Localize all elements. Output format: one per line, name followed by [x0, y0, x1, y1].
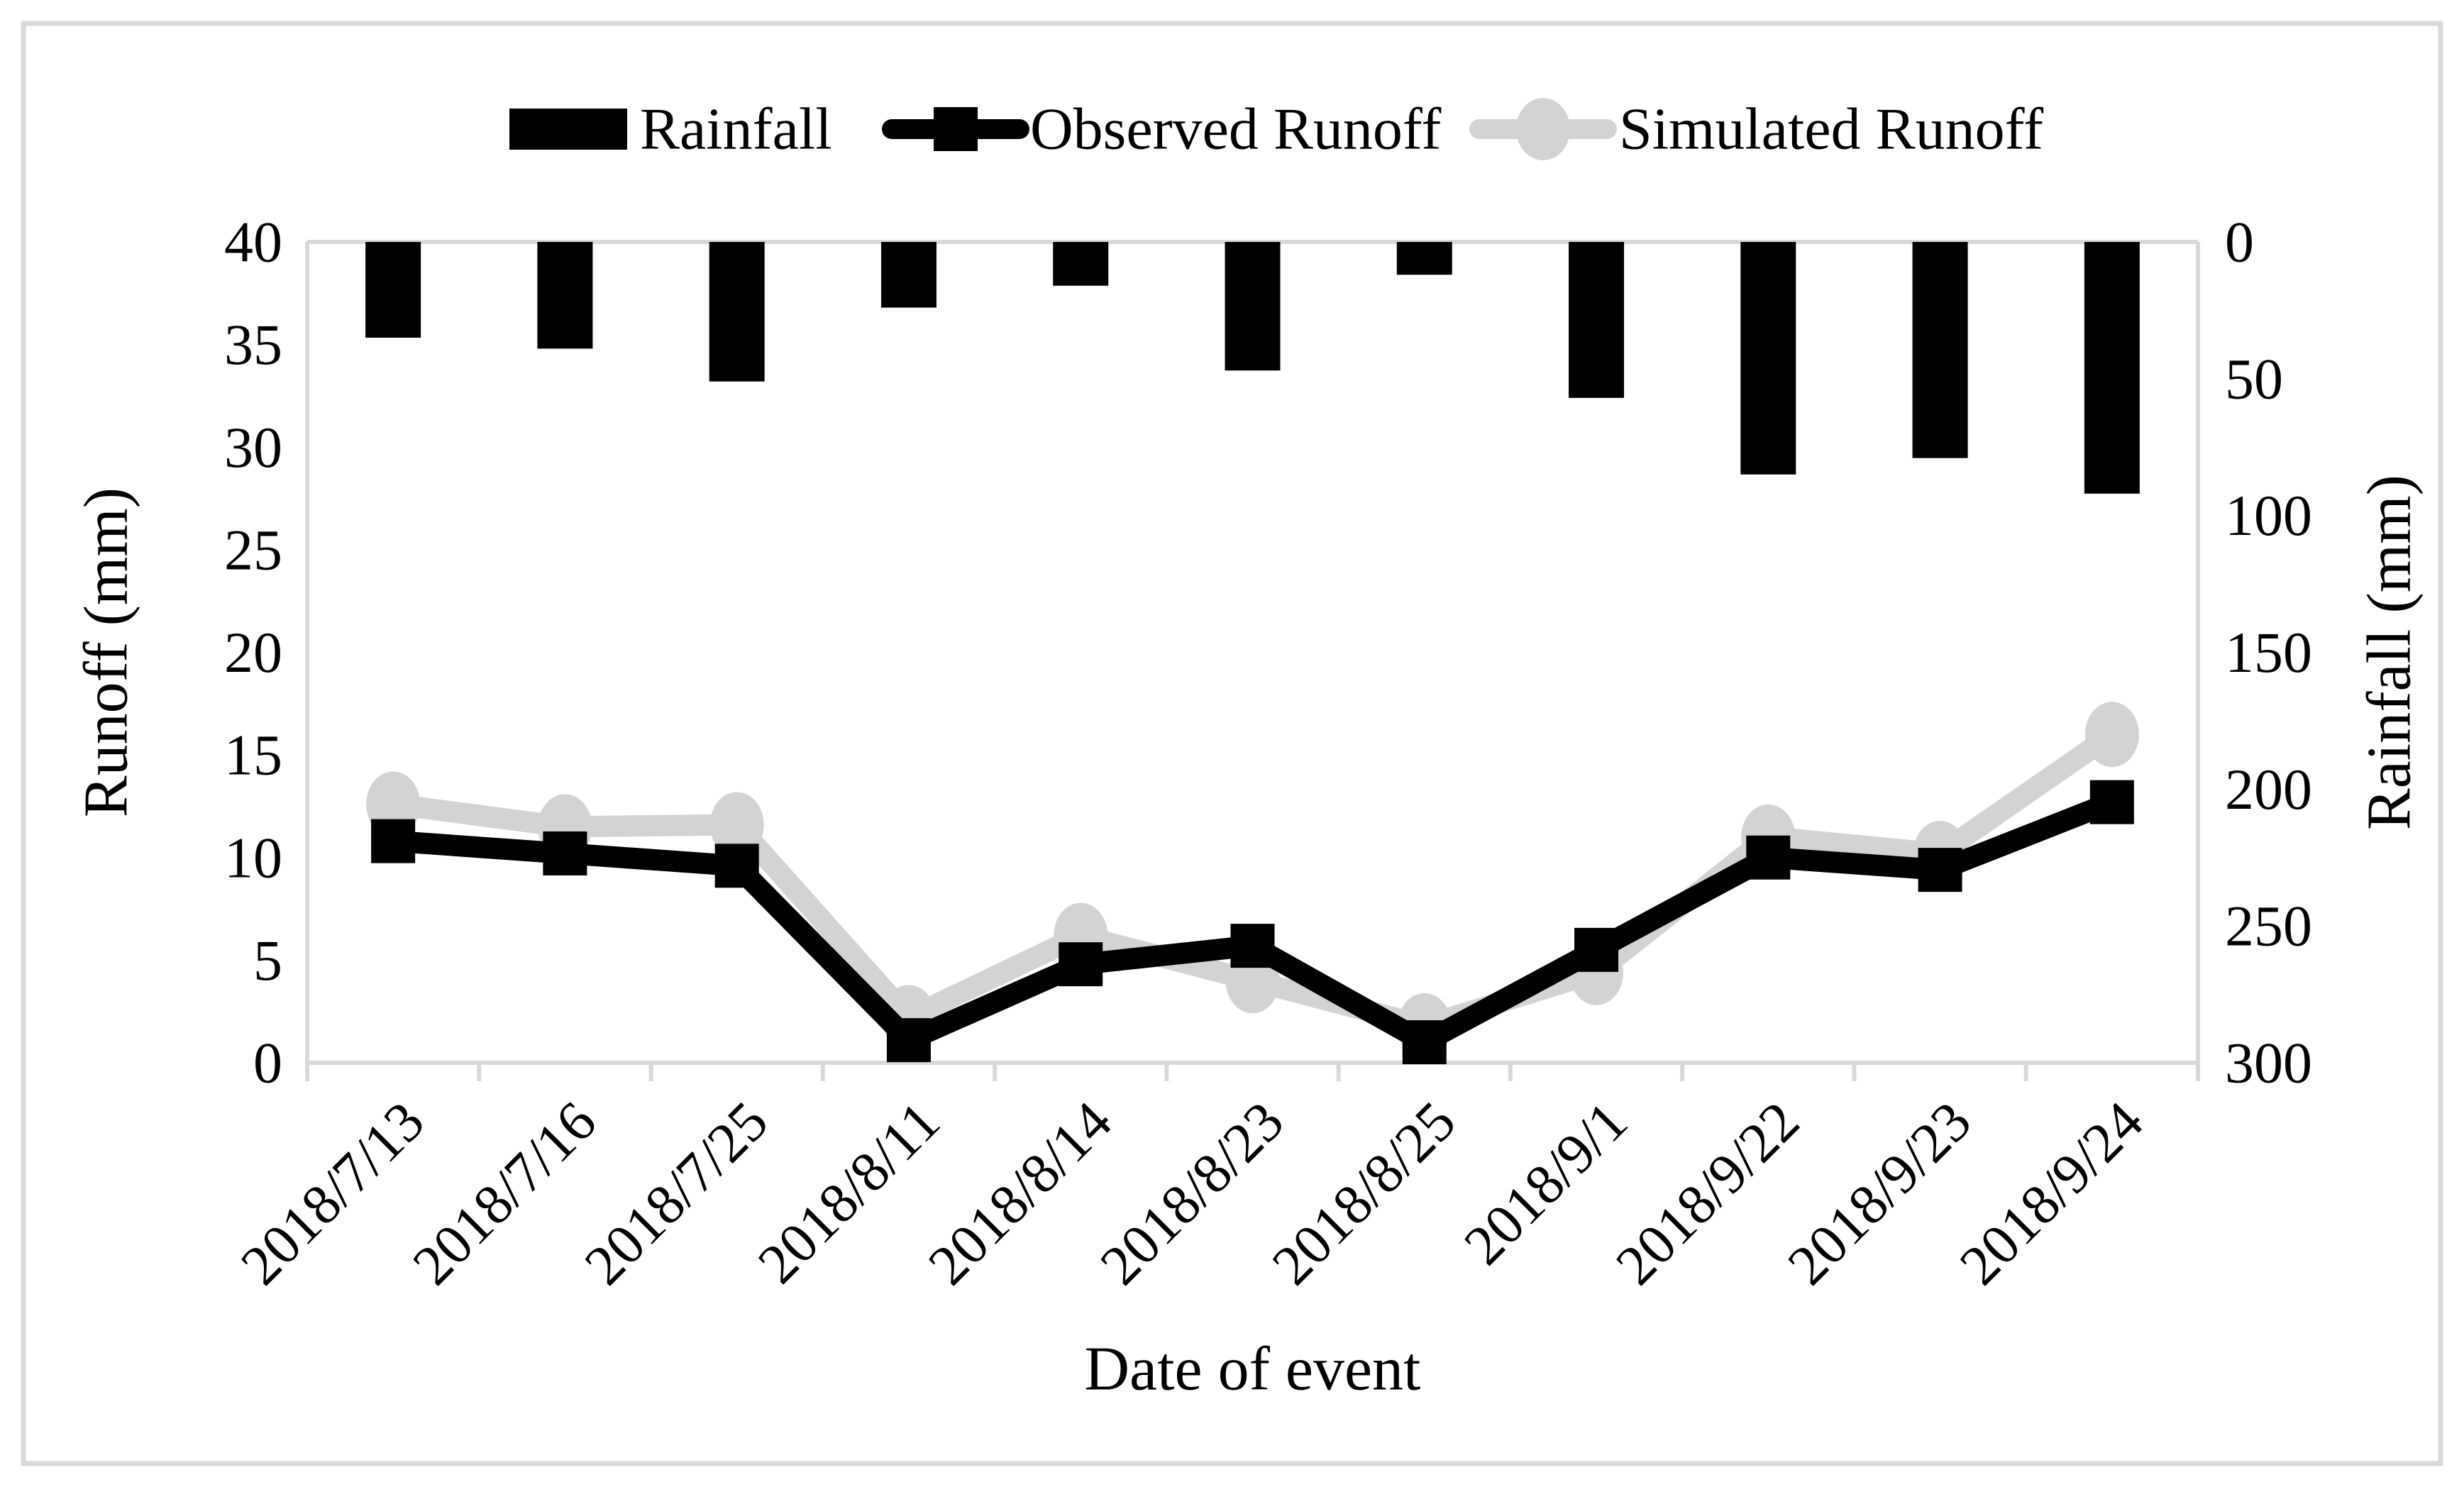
figure-border	[21, 21, 2443, 1466]
rainfall-bar	[1740, 242, 1796, 475]
simulated-runoff-marker	[709, 792, 764, 858]
left-axis-tick-label: 0	[253, 1031, 282, 1095]
rainfall-bar	[365, 242, 421, 338]
left-axis-tick-label: 30	[224, 415, 282, 480]
x-axis-category-label: 2018/9/23	[1777, 1090, 1984, 1298]
observed-runoff-marker	[1918, 848, 1962, 892]
right-axis-tick-label: 200	[2225, 757, 2312, 822]
right-axis-tick-label: 300	[2225, 1031, 2312, 1095]
x-axis-category-label: 2018/8/11	[746, 1090, 952, 1296]
observed-runoff-marker	[543, 831, 587, 875]
left-axis-tick-label: 5	[253, 928, 282, 993]
x-axis-category-label: 2018/7/13	[229, 1090, 436, 1298]
legend-simulated-label: Simulated Runoff	[1619, 96, 2043, 162]
simulated-runoff-marker	[2084, 702, 2139, 768]
x-axis-category-label: 2018/8/25	[1261, 1090, 1468, 1298]
rainfall-bar	[537, 242, 593, 349]
left-axis-tick-label: 20	[224, 620, 282, 685]
left-axis-title: Runoff (mm)	[72, 487, 141, 817]
x-axis-category-label: 2018/7/16	[401, 1090, 608, 1298]
right-axis-tick-label: 50	[2225, 346, 2283, 411]
rainfall-bar	[880, 242, 937, 308]
legend-rainfall-swatch	[509, 109, 627, 150]
x-axis-category-label: 2018/9/22	[1604, 1090, 1811, 1298]
rainfall-bar	[2084, 242, 2140, 494]
left-axis-tick-label: 15	[224, 723, 282, 787]
rainfall-bar	[1396, 242, 1452, 275]
observed-runoff-marker	[1746, 835, 1791, 880]
left-axis-tick-label: 25	[224, 517, 282, 582]
observed-runoff-marker	[714, 844, 759, 888]
observed-runoff-marker	[1059, 942, 1103, 987]
legend-simulated-marker	[1516, 98, 1570, 160]
observed-runoff-marker	[1574, 927, 1619, 972]
x-axis-category-label: 2018/7/25	[573, 1090, 780, 1298]
observed-runoff-marker	[2089, 780, 2134, 824]
rainfall-bar	[1053, 242, 1109, 286]
legend-rainfall-label: Rainfall	[640, 96, 832, 162]
observed-runoff-marker	[1402, 1020, 1447, 1065]
right-axis-title: Rainfall (mm)	[2355, 475, 2424, 830]
left-axis-tick-label: 10	[224, 825, 282, 890]
x-axis-category-label: 2018/8/23	[1089, 1090, 1296, 1298]
observed-runoff-marker	[886, 1018, 931, 1063]
right-axis-tick-label: 250	[2225, 894, 2312, 958]
rainfall-bar	[1912, 242, 1968, 458]
x-axis-category-label: 2018/9/24	[1948, 1090, 2155, 1298]
rainfall-bar	[1569, 242, 1625, 398]
x-axis-category-label: 2018/8/14	[917, 1090, 1124, 1298]
legend-observed-label: Observed Runoff	[1030, 96, 1441, 162]
right-axis-tick-label: 100	[2225, 483, 2312, 548]
x-axis-title: Date of event	[1085, 1335, 1421, 1404]
legend-observed-marker	[934, 107, 978, 151]
right-axis-tick-label: 0	[2225, 210, 2254, 275]
observed-runoff-marker	[371, 819, 416, 863]
observed-runoff-marker	[1230, 924, 1275, 968]
right-axis-tick-label: 150	[2225, 620, 2312, 685]
left-axis-tick-label: 40	[224, 210, 282, 275]
left-axis-tick-label: 35	[224, 312, 282, 377]
rainfall-bar	[1225, 242, 1281, 371]
rainfall-bar	[709, 242, 765, 382]
